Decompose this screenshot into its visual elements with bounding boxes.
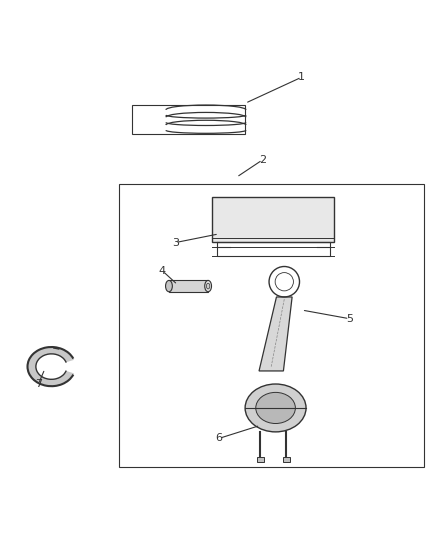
Bar (119, 184, 424, 467)
Text: 7: 7 (35, 379, 42, 389)
Text: 3: 3 (172, 238, 179, 247)
Polygon shape (259, 297, 292, 371)
Text: 6: 6 (215, 433, 223, 443)
Ellipse shape (206, 283, 210, 289)
Ellipse shape (256, 392, 295, 424)
Text: 4: 4 (159, 266, 166, 276)
Text: 2: 2 (259, 155, 266, 165)
Polygon shape (28, 347, 74, 386)
Bar (169, 280, 208, 292)
FancyBboxPatch shape (212, 197, 334, 242)
Ellipse shape (245, 384, 306, 432)
Text: 1: 1 (298, 72, 305, 82)
Bar (257, 457, 264, 462)
Text: 5: 5 (346, 314, 353, 324)
Ellipse shape (166, 280, 172, 292)
Bar (132, 106, 245, 134)
Bar (283, 457, 290, 462)
Ellipse shape (205, 280, 212, 292)
